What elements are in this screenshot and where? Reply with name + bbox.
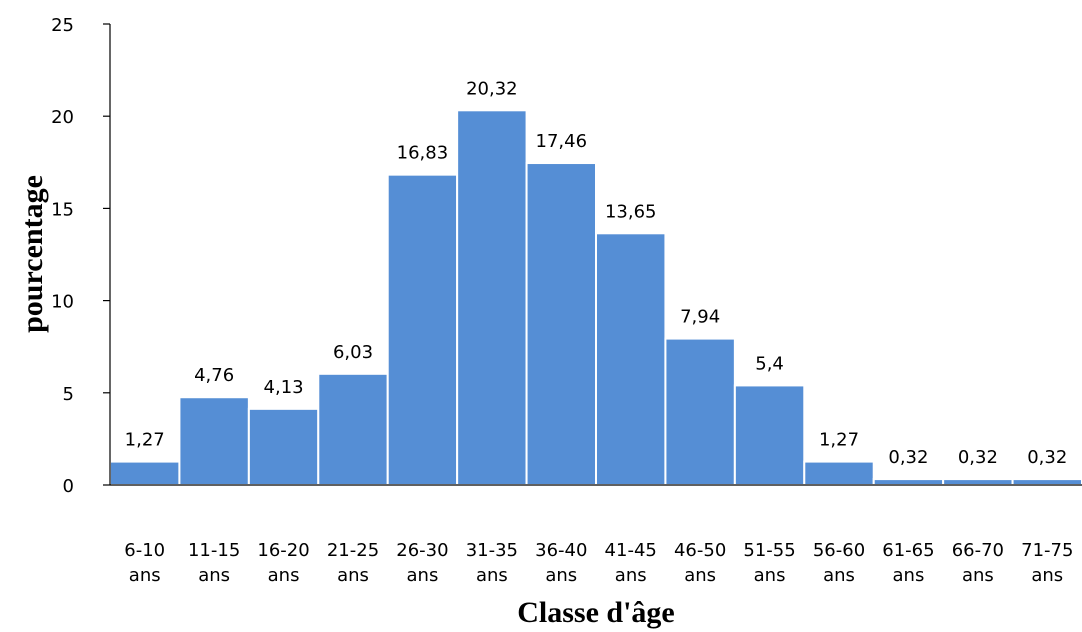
bar <box>456 109 528 487</box>
x-tick-label: ans <box>1031 565 1063 586</box>
y-tick-label: 0 <box>63 476 74 497</box>
data-label: 0,32 <box>1027 447 1067 468</box>
x-tick-label: ans <box>545 565 577 586</box>
data-label: 7,94 <box>680 307 720 328</box>
x-tick-label: 51-55 <box>743 540 795 561</box>
y-tick-label: 20 <box>51 107 74 128</box>
data-label: 20,32 <box>466 78 518 99</box>
data-label: 0,32 <box>888 447 928 468</box>
y-tick-label: 15 <box>51 199 74 220</box>
x-tick-label: ans <box>893 565 925 586</box>
x-tick-label: ans <box>754 565 786 586</box>
x-tick-label: ans <box>684 565 716 586</box>
bar <box>942 478 1014 487</box>
data-label: 6,03 <box>333 342 373 363</box>
x-tick-label: 21-25 <box>327 540 379 561</box>
x-tick-label: ans <box>962 565 994 586</box>
x-tick-label: ans <box>407 565 439 586</box>
bar <box>872 478 945 487</box>
x-tick-label: 56-60 <box>813 540 865 561</box>
data-label: 0,32 <box>958 447 998 468</box>
x-tick-label: 11-15 <box>188 540 240 561</box>
x-tick-label: 16-20 <box>257 540 309 561</box>
data-label: 17,46 <box>536 131 588 152</box>
y-axis-title: pourcentage <box>16 175 49 333</box>
bar <box>109 460 181 487</box>
data-label: 1,27 <box>125 430 165 451</box>
bar <box>1011 478 1082 487</box>
x-tick-label: ans <box>476 565 508 586</box>
bar <box>525 162 597 486</box>
bar <box>664 337 736 486</box>
x-tick-label: 41-45 <box>605 540 657 561</box>
x-tick-label: ans <box>337 565 369 586</box>
x-tick-label: ans <box>268 565 300 586</box>
data-label: 16,83 <box>397 143 449 164</box>
x-tick-label: 61-65 <box>882 540 934 561</box>
data-labels-group: 1,27 4,76 4,13 6,03 16,83 20,32 17,46 13,65 7,94… <box>125 78 1068 468</box>
x-tick-label: ans <box>198 565 230 586</box>
bar <box>247 407 320 487</box>
x-tick-label: 66-70 <box>952 540 1004 561</box>
x-tick-label: ans <box>129 565 161 586</box>
x-labels-group: 6-10 ans 11-15 ans 16-20 ans 21-25 ans 26-30 ans 3… <box>124 540 1073 586</box>
bar <box>733 384 806 487</box>
data-label: 5,4 <box>755 353 784 374</box>
x-axis-title: Classe d'âge <box>517 596 675 629</box>
data-label: 13,65 <box>605 201 657 222</box>
x-tick-label: 36-40 <box>535 540 587 561</box>
bar <box>803 460 875 487</box>
bars-group <box>109 109 1082 487</box>
bar <box>317 372 389 486</box>
x-tick-label: 31-35 <box>466 540 518 561</box>
data-label: 1,27 <box>819 430 859 451</box>
y-tick-label: 10 <box>51 292 74 313</box>
x-tick-label: ans <box>615 565 647 586</box>
bar <box>595 232 667 486</box>
bar <box>178 396 250 486</box>
x-tick-label: 26-30 <box>396 540 448 561</box>
bar <box>386 173 459 487</box>
x-tick-label: 6-10 <box>124 540 165 561</box>
y-ticks-group: 0 5 10 15 20 25 <box>51 15 110 497</box>
y-tick-label: 25 <box>51 15 74 36</box>
y-tick-label: 5 <box>63 384 74 405</box>
x-tick-label: ans <box>823 565 855 586</box>
x-tick-label: 46-50 <box>674 540 726 561</box>
data-label: 4,76 <box>194 365 234 386</box>
x-tick-label: 71-75 <box>1021 540 1073 561</box>
data-label: 4,13 <box>264 377 304 398</box>
